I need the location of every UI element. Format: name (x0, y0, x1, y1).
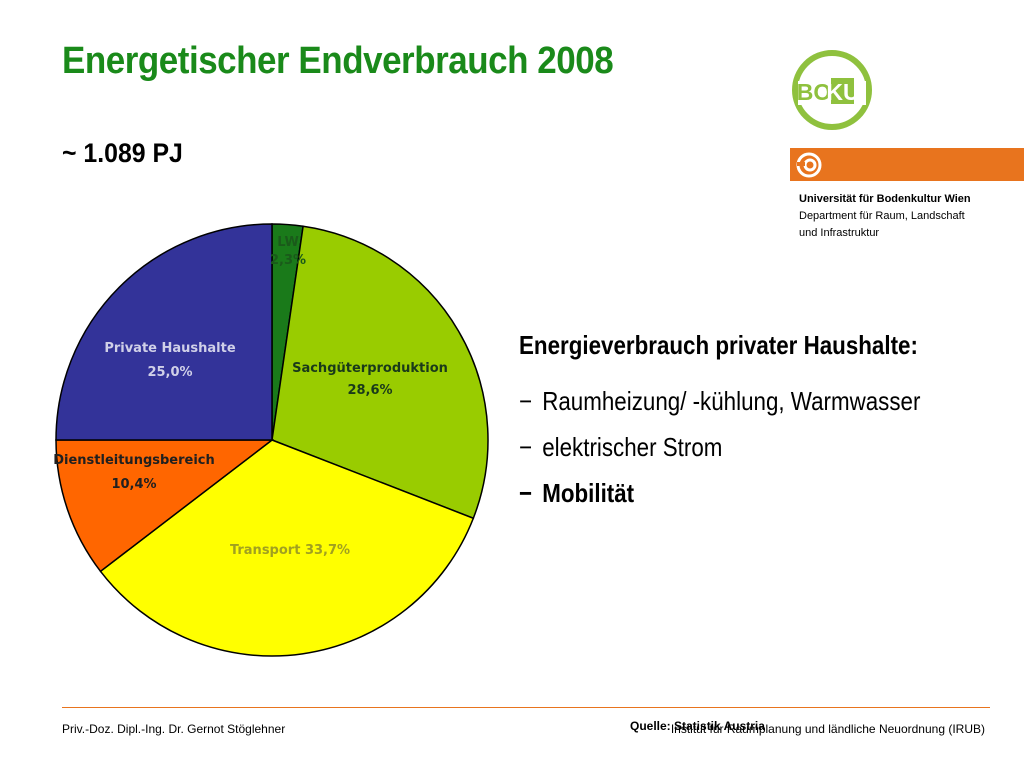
department-line-2: und Infrastruktur (799, 227, 880, 239)
slide-title: Energetischer Endverbrauch 2008 (62, 40, 614, 82)
pie-slice-dienstleitungsbereich (55, 439, 275, 573)
slide-subtitle: ~ 1.089 PJ (62, 138, 183, 168)
footer-institute: Institut für Raumplanung und ländliche N… (670, 722, 985, 736)
footer-divider (62, 707, 990, 708)
bullet-heading: Energieverbrauch privater Haushalte: (519, 330, 918, 360)
pie-slice-sachg-terproduktion (271, 225, 489, 520)
pie-label-name: Private Haushalte (104, 341, 236, 356)
boku-logo: BO KU (792, 50, 872, 130)
footer-author: Priv.-Doz. Dipl.-Ing. Dr. Gernot Stögleh… (62, 722, 286, 736)
bullet-dash: − (519, 386, 533, 416)
footer-right: Institut für Raumplanung und ländliche N… (630, 719, 985, 738)
bullet-text: elektrischer Strom (542, 432, 723, 462)
university-info: Universität für Bodenkultur Wien Departm… (799, 191, 971, 242)
boku-swirl-icon (796, 152, 822, 178)
source-note: Quelle: Statistik Austria (630, 719, 765, 733)
svg-text:BO: BO (797, 79, 832, 105)
pie-label-value: 2,3% (270, 253, 306, 268)
pie-label-name: LW (277, 235, 299, 250)
pie-label-value: 28,6% (347, 383, 392, 398)
bullet-section: Energieverbrauch privater Haushalte: − Ra… (519, 330, 986, 524)
bullet-text: Mobilität (542, 478, 635, 508)
pie-label-value: 25,0% (147, 365, 192, 380)
pie-label-name: Sachgüterproduktion (292, 361, 448, 376)
orange-brand-bar (790, 148, 1024, 181)
pie-label-name: Dienstleitungsbereich (53, 453, 215, 468)
bullet-item: − Raumheizung/ -kühlung, Warmwasser (519, 386, 920, 432)
energy-pie-chart: LW 2,3% Sachgüterproduktion 28,6% Transport … (53, 223, 489, 657)
bullet-text: Raumheizung/ -kühlung, Warmwasser (542, 386, 921, 416)
university-name: Universität für Bodenkultur Wien (799, 193, 971, 205)
pie-slice-private-haushalte (55, 223, 273, 441)
bullet-dash: − (519, 432, 533, 462)
bullet-dash: − (519, 478, 533, 508)
pie-label-value: 10,4% (111, 477, 156, 492)
pie-slice-transport (99, 439, 475, 657)
bullet-list: − Raumheizung/ -kühlung, Warmwasser − elekt… (519, 386, 986, 524)
pie-label-transport: Transport 33,7% (230, 543, 350, 558)
bullet-item: − Mobilität (519, 478, 920, 524)
bullet-item: − elektrischer Strom (519, 432, 920, 478)
department-line-1: Department für Raum, Landschaft (799, 210, 965, 222)
svg-text:KU: KU (826, 79, 859, 105)
